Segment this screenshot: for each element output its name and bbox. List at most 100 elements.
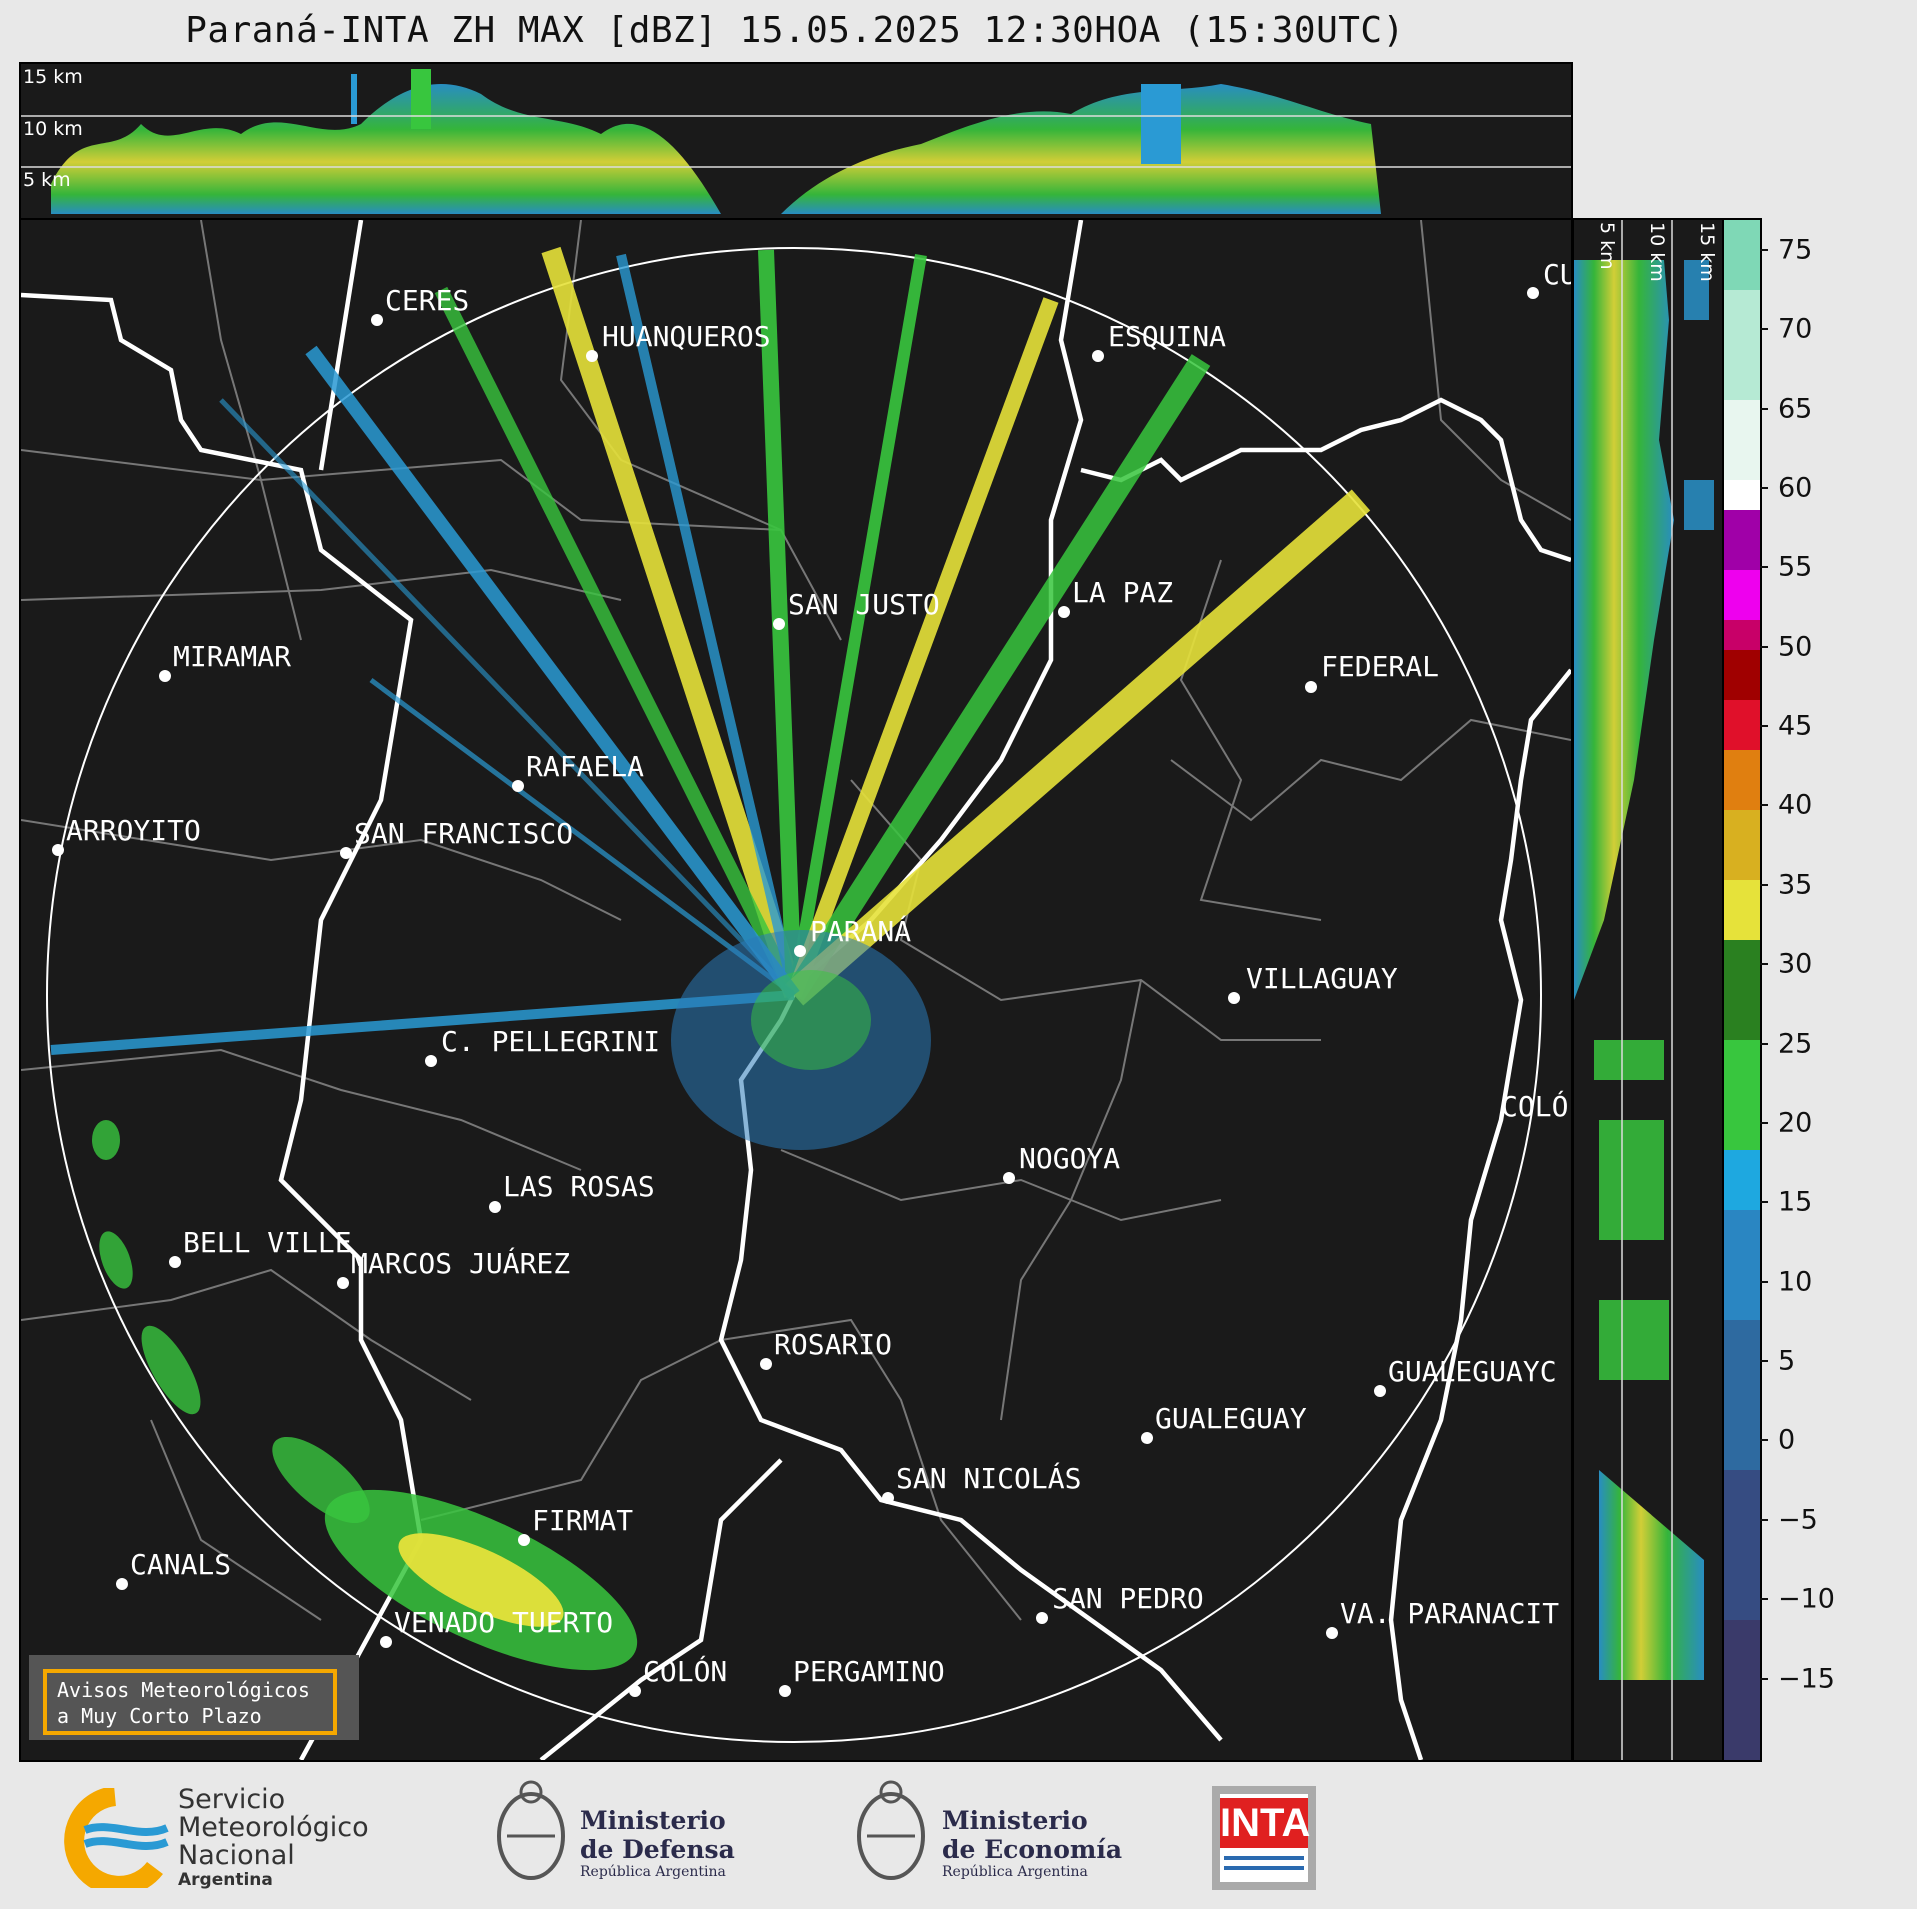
- city-label-esquina: ESQUINA: [1108, 320, 1227, 353]
- notice-line-1: Avisos Meteorológicos: [57, 1678, 310, 1702]
- colorbar-tick-label: 5: [1778, 1345, 1796, 1377]
- colorbar-tick-label: −5: [1778, 1504, 1818, 1536]
- city-label-federal: FEDERAL: [1321, 650, 1440, 683]
- colorbar-tick-mark: [1760, 1121, 1768, 1124]
- colorbar-tick-mark: [1760, 328, 1768, 331]
- radar-range-ring: [46, 247, 1542, 1743]
- colorbar-tick-mark: [1760, 1360, 1768, 1363]
- colorbar-tick-label: −10: [1778, 1583, 1835, 1615]
- city-label-marcos-juarez: MARCOS JUÁREZ: [351, 1247, 571, 1280]
- economia-line-1: Ministerio: [942, 1806, 1088, 1835]
- right-cross-section-echoes: [1574, 220, 1714, 1760]
- city-label-bell-ville: BELL VILLE: [183, 1226, 352, 1259]
- city-label-colon: COLÓN: [643, 1655, 728, 1688]
- colorbar-tick-label: 25: [1778, 1028, 1813, 1060]
- colorbar-tick-mark: [1760, 486, 1768, 489]
- altitude-label-5km: 5 km: [23, 169, 71, 191]
- city-label-san-pedro: SAN PEDRO: [1052, 1582, 1204, 1615]
- colorbar-tick-label: 70: [1778, 313, 1813, 345]
- colorbar-tick-mark: [1760, 1518, 1768, 1521]
- colorbar-tick-mark: [1760, 407, 1768, 410]
- city-label-colo: COLÓ: [1501, 1090, 1569, 1123]
- inta-logo: INTA: [1212, 1786, 1316, 1890]
- altitude-label-15km-right: 15 km: [1696, 222, 1718, 282]
- colorbar-tick-mark: [1760, 804, 1768, 807]
- colorbar-tick-label: 15: [1778, 1186, 1813, 1218]
- colorbar-tick-mark: [1760, 1201, 1768, 1204]
- notice-box: Avisos Meteorológicos a Muy Corto Plazo: [29, 1655, 359, 1740]
- colorbar-tick-mark: [1760, 645, 1768, 648]
- city-label-arroyito: ARROYITO: [66, 814, 201, 847]
- city-label-la-paz: LA PAZ: [1072, 576, 1174, 609]
- right-cross-section-panel: 5 km 10 km 15 km: [1572, 218, 1726, 1762]
- coat-of-arms-icon: [497, 1780, 565, 1880]
- radar-map-graphics: [21, 220, 1571, 1760]
- coat-of-arms-icon: [857, 1780, 925, 1880]
- city-label-san-francisco: SAN FRANCISCO: [354, 817, 574, 850]
- city-label-ceres: CERES: [385, 284, 470, 317]
- altitude-label-10km: 10 km: [23, 118, 83, 140]
- altitude-label-10km-right: 10 km: [1646, 222, 1668, 282]
- colorbar-tick-label: 40: [1778, 789, 1813, 821]
- city-label-rosario: ROSARIO: [774, 1328, 893, 1361]
- smn-line-4: Argentina: [178, 1870, 273, 1890]
- city-label-san-nicolas: SAN NICOLÁS: [896, 1462, 1082, 1495]
- colorbar-tick-mark: [1760, 1042, 1768, 1045]
- city-label-las-rosas: LAS ROSAS: [503, 1170, 655, 1203]
- city-label-gualeguay: GUALEGUAY: [1155, 1402, 1307, 1435]
- city-label-rafaela: RAFAELA: [526, 750, 645, 783]
- colorbar-tick-label: 20: [1778, 1107, 1813, 1139]
- city-label-pergamino: PERGAMINO: [793, 1655, 945, 1688]
- colorbar-tick-label: 65: [1778, 393, 1813, 424]
- city-markers: [52, 287, 1539, 1697]
- city-label-parana: PARANÁ: [810, 915, 912, 948]
- city-label-canals: CANALS: [130, 1548, 232, 1581]
- defensa-line-3: República Argentina: [580, 1864, 726, 1880]
- top-cross-section-echoes: [21, 69, 1571, 214]
- city-label-venado-tuerto: VENADO TUERTO: [394, 1606, 614, 1639]
- city-label-nogoya: NOGOYA: [1019, 1142, 1121, 1175]
- colorbar-tick-label: 10: [1778, 1266, 1813, 1298]
- colorbar-tick-label: 45: [1778, 710, 1813, 742]
- colorbar-tick-mark: [1760, 1598, 1768, 1601]
- colorbar-tick-label: 0: [1778, 1424, 1796, 1456]
- colorbar-tick-mark: [1760, 1280, 1768, 1283]
- colorbar-tick-label: 55: [1778, 551, 1813, 583]
- colorbar-tick-label: 30: [1778, 948, 1813, 980]
- inta-logo-text: INTA: [1220, 1798, 1310, 1848]
- smn-logo-icon: [64, 1788, 169, 1888]
- colorbar-tick-mark: [1760, 248, 1768, 251]
- altitude-label-5km-right: 5 km: [1596, 222, 1618, 270]
- footer-logos: Servicio Meteorológico Nacional Argentin…: [0, 1762, 1917, 1909]
- colorbar-tick-mark: [1760, 883, 1768, 886]
- colorbar-tick-label: 75: [1778, 234, 1813, 266]
- altitude-label-15km: 15 km: [23, 66, 83, 88]
- radar-map: CERES HUANQUEROS ESQUINA CU SAN JUSTO LA…: [19, 218, 1573, 1762]
- storm-cells-southwest: [92, 1120, 638, 1671]
- city-label-va-paranacito: VA. PARANACIT: [1340, 1597, 1560, 1630]
- economia-line-3: República Argentina: [942, 1864, 1088, 1880]
- city-label-gualeguaychu: GUALEGUAYC: [1388, 1355, 1557, 1388]
- top-cross-section-panel: 15 km 10 km 5 km: [19, 62, 1573, 220]
- dbz-colorbar: [1722, 218, 1762, 1762]
- defensa-line-2: de Defensa: [580, 1835, 735, 1864]
- city-label-miramar: MIRAMAR: [173, 640, 292, 673]
- city-label-san-justo: SAN JUSTO: [788, 588, 940, 621]
- colorbar-tick-mark: [1760, 725, 1768, 728]
- map-title: Paraná-INTA ZH MAX [dBZ] 15.05.2025 12:3…: [185, 10, 1405, 51]
- defensa-line-1: Ministerio: [580, 1806, 726, 1835]
- smn-line-3: Nacional: [178, 1840, 295, 1871]
- city-label-c-pellegrini: C. PELLEGRINI: [441, 1025, 661, 1058]
- city-label-firmat: FIRMAT: [532, 1504, 634, 1537]
- colorbar-tick-mark: [1760, 963, 1768, 966]
- colorbar-tick-mark: [1760, 1677, 1768, 1680]
- radar-echo-rays: [50, 246, 1371, 1055]
- city-label-cu: CU: [1543, 258, 1571, 291]
- colorbar-tick-label: −15: [1778, 1663, 1835, 1695]
- economia-line-2: de Economía: [942, 1835, 1123, 1864]
- colorbar-tick-label: 35: [1778, 869, 1813, 901]
- notice-line-2: a Muy Corto Plazo: [57, 1704, 262, 1728]
- colorbar-tick-label: 60: [1778, 472, 1813, 504]
- city-label-huanqueros: HUANQUEROS: [602, 320, 771, 353]
- colorbar-tick-label: 50: [1778, 631, 1813, 663]
